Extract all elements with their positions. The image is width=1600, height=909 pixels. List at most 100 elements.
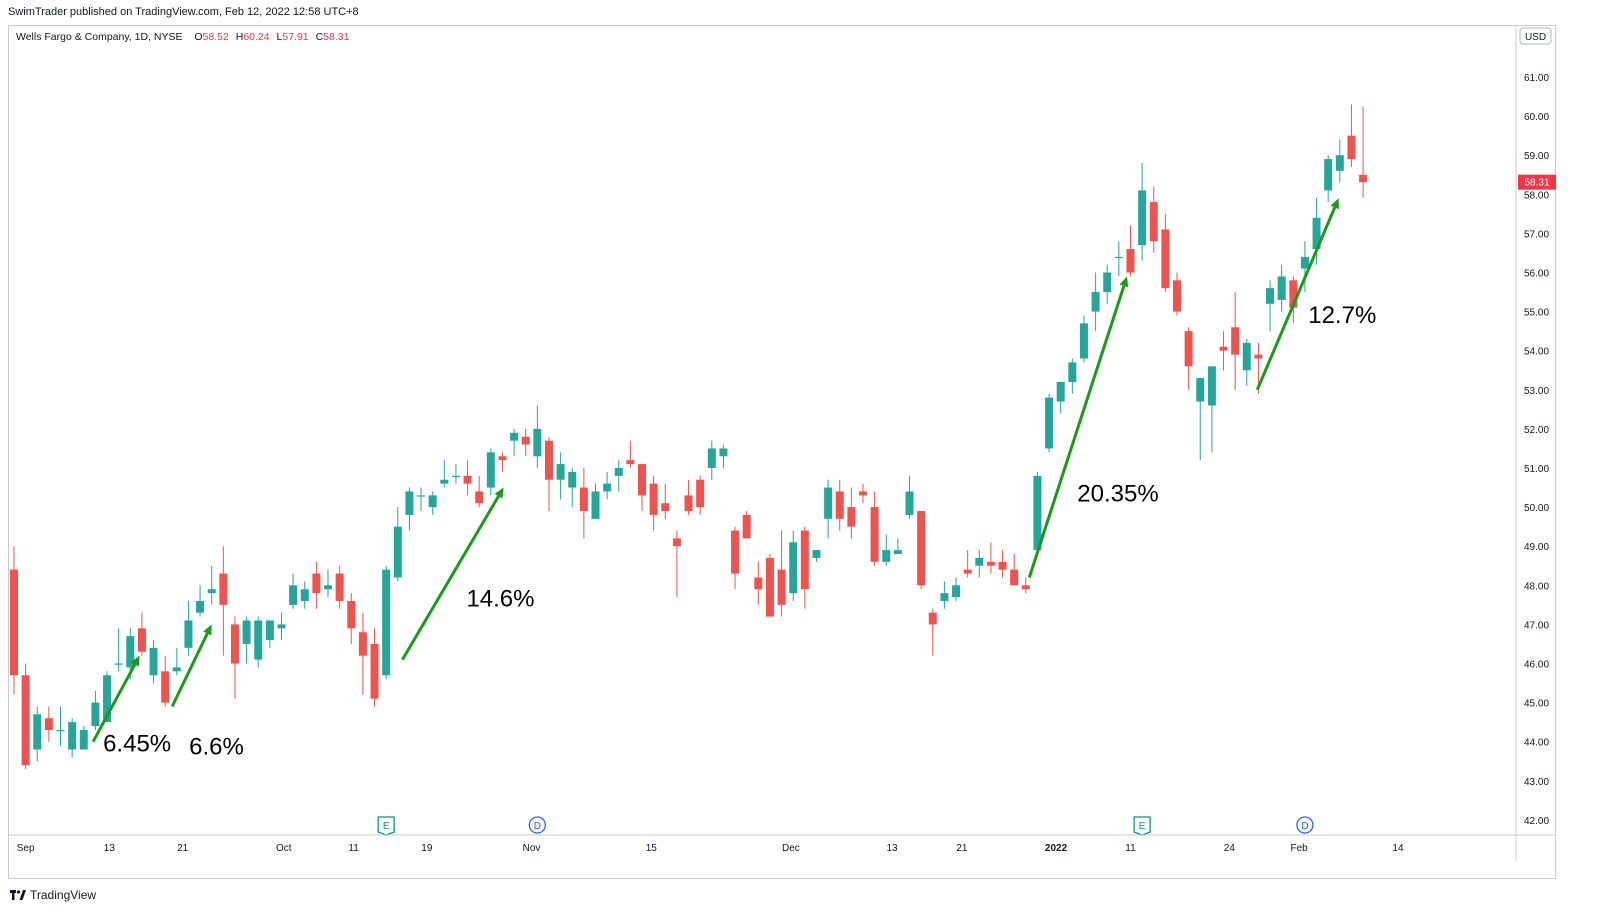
- symbol-text: Wells Fargo & Company, 1D, NYSE: [16, 31, 183, 43]
- price-tick-label: 47.00: [1524, 620, 1549, 631]
- candle-body: [242, 620, 251, 644]
- candle: [917, 511, 926, 590]
- candle: [812, 550, 821, 562]
- candle: [1184, 327, 1193, 390]
- candle: [1266, 280, 1275, 332]
- candle: [696, 475, 705, 515]
- time-tick-label: Dec: [782, 843, 800, 854]
- candle-body: [742, 514, 751, 539]
- candle: [486, 448, 495, 496]
- candle-body: [800, 530, 809, 590]
- candle: [324, 569, 333, 598]
- candle: [1207, 366, 1216, 453]
- tradingview-brand[interactable]: TradingView: [10, 888, 96, 902]
- earnings-marker[interactable]: E: [377, 816, 395, 836]
- price-tick-label: 60.00: [1524, 112, 1549, 123]
- candle-body: [510, 432, 519, 441]
- candle-body: [324, 585, 333, 590]
- price-tick-label: 46.00: [1524, 660, 1549, 671]
- candle-body: [579, 487, 588, 512]
- candle-body: [289, 585, 298, 605]
- candle: [1033, 471, 1042, 555]
- time-tick-label: 24: [1224, 843, 1236, 854]
- arrow-percent-label: 14.6%: [466, 586, 534, 613]
- candle-body: [893, 550, 902, 555]
- candle-body: [754, 577, 763, 590]
- candle-body: [998, 561, 1007, 570]
- candle-body: [56, 729, 65, 732]
- candle: [358, 612, 367, 695]
- candle: [440, 460, 449, 488]
- candle: [184, 600, 193, 656]
- arrow-head: [203, 624, 212, 636]
- price-tick-label: 61.00: [1524, 73, 1549, 84]
- candle-body: [1207, 366, 1216, 406]
- currency-badge[interactable]: USD: [1519, 27, 1552, 45]
- candle: [149, 640, 158, 684]
- candle-body: [1359, 174, 1368, 183]
- open-label: O: [194, 31, 203, 43]
- time-tick-label: 13: [104, 843, 116, 854]
- trend-arrow: 14.6%: [401, 487, 535, 661]
- candle: [731, 526, 740, 590]
- price-tick-label: 42.00: [1524, 816, 1549, 827]
- time-tick-label: Nov: [523, 843, 541, 854]
- price-tick-label: 50.00: [1524, 503, 1549, 514]
- candle: [533, 405, 542, 468]
- candle: [661, 483, 670, 519]
- candle: [765, 554, 774, 617]
- candles-layer: [10, 104, 1368, 770]
- dividend-marker[interactable]: D: [528, 816, 546, 834]
- candle-body: [603, 483, 612, 492]
- candle: [777, 530, 786, 617]
- candle-body: [1335, 155, 1344, 171]
- candle: [300, 581, 309, 609]
- trend-arrow: 6.45%: [91, 655, 171, 758]
- candle: [1277, 264, 1286, 312]
- candle: [684, 479, 693, 515]
- candle-body: [568, 471, 577, 488]
- candle-body: [1289, 280, 1298, 308]
- candle: [1149, 186, 1158, 253]
- candle-body: [765, 557, 774, 617]
- candle: [265, 620, 274, 648]
- candle: [638, 464, 647, 512]
- earnings-badge-label: E: [1139, 821, 1146, 832]
- candle-body: [370, 643, 379, 699]
- price-tick-label: 51.00: [1524, 464, 1549, 475]
- candle: [219, 546, 228, 656]
- dividend-badge-label: D: [1301, 821, 1308, 832]
- candle-body: [1149, 202, 1158, 242]
- candle-body: [1324, 159, 1333, 191]
- candle-body: [986, 561, 995, 566]
- time-tick-label: 13: [887, 843, 899, 854]
- dividend-badge-label: D: [534, 821, 541, 832]
- candle-body: [777, 569, 786, 605]
- price-tick-label: 52.00: [1524, 425, 1549, 436]
- candle-body: [858, 491, 867, 496]
- candle-body: [335, 573, 344, 601]
- candle-body: [1079, 323, 1088, 359]
- close-value: 58.31: [323, 31, 350, 43]
- candle-body: [254, 620, 263, 660]
- candle-body: [975, 557, 984, 566]
- candle: [312, 561, 321, 609]
- dividend-badge-shape: [528, 816, 546, 834]
- candle: [370, 628, 379, 707]
- time-tick-label: 11: [348, 843, 359, 854]
- candle: [672, 530, 681, 598]
- price-tick-label: 59.00: [1524, 151, 1549, 162]
- candle-body: [219, 573, 228, 605]
- candle-body: [44, 718, 53, 730]
- candle-body: [1219, 346, 1228, 351]
- dividend-marker[interactable]: D: [1296, 816, 1314, 834]
- arrow-head: [1330, 198, 1339, 210]
- candle-body: [696, 479, 705, 508]
- candle-body: [475, 491, 484, 504]
- price-tick-label: 49.00: [1524, 542, 1549, 553]
- candle-body: [591, 491, 600, 519]
- candle: [428, 491, 437, 515]
- candle: [719, 444, 728, 468]
- earnings-marker[interactable]: E: [1133, 816, 1151, 836]
